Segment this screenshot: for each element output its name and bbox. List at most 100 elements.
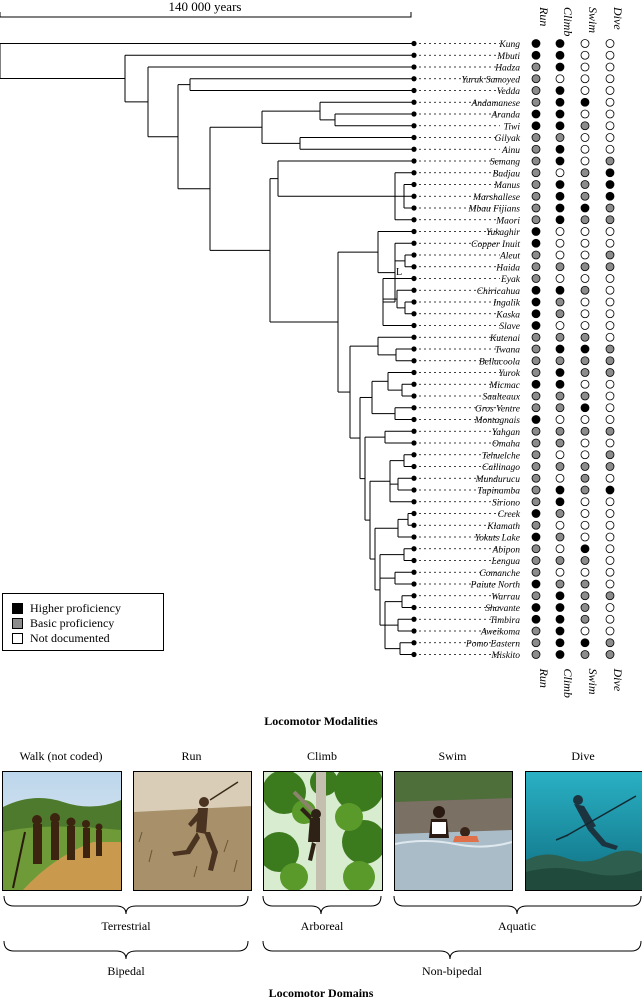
taxon-label-mbuti: Mbuti <box>496 52 520 62</box>
trait-dot-shavante-run <box>531 603 541 612</box>
trait-dot-shavante-climb <box>555 603 565 612</box>
tip-node <box>411 651 417 658</box>
taxon-label-semang: Semang <box>490 158 520 168</box>
trait-dot-semang-dive <box>605 156 615 166</box>
tip-node <box>411 181 417 188</box>
taxon-label-hadza: Hadza <box>494 64 520 74</box>
trait-dot-marshallese-swim <box>580 191 590 201</box>
trait-dot-mundurucu-swim <box>580 473 590 483</box>
trait-dot-mundurucu-dive <box>605 473 615 483</box>
trait-dot-tehuelche-run <box>531 450 541 460</box>
taxon-label-copper-inuit: Copper Inuit <box>471 240 520 250</box>
trait-dot-hadza-dive <box>605 62 615 72</box>
trait-dot-twana-dive <box>605 344 615 354</box>
tip-node <box>411 299 417 305</box>
trait-dot-manus-run <box>531 180 541 189</box>
trait-dot-tupinamba-dive <box>605 485 615 495</box>
trait-dot-bellacoola-swim <box>580 356 590 366</box>
taxon-label-siriono: Siriono <box>492 498 520 508</box>
trait-dot-kaska-swim <box>580 309 590 319</box>
taxon-label-gros-ventre: Gros Ventre <box>475 404 520 414</box>
trait-dot-tupinamba-climb <box>555 485 565 495</box>
trait-dot-kutenai-dive <box>605 332 615 342</box>
trait-dot-chiricahua-swim <box>580 285 590 295</box>
trait-dot-bellacoola-dive <box>605 356 615 366</box>
trait-dot-ainu-run <box>531 144 541 154</box>
trait-dot-copper-inuit-run <box>531 238 541 248</box>
trait-dot-creek-climb <box>555 509 565 518</box>
taxon-label-lengua: Lengua <box>491 557 521 567</box>
tip-node <box>411 487 417 493</box>
trait-dot-micmac-dive <box>605 379 615 389</box>
taxon-label-yahgan: Yahgan <box>492 428 520 438</box>
trait-dot-yurak-samoyed-climb <box>555 74 565 84</box>
trait-dot-gros-ventre-swim <box>580 403 590 413</box>
trait-dot-klamath-swim <box>580 520 590 530</box>
modalities-title: Locomotor Modalities <box>264 714 378 728</box>
trait-dot-saulteaux-swim <box>580 391 590 401</box>
trait-dot-twana-swim <box>580 344 590 354</box>
taxon-label-tehuelche: Tehuelche <box>482 451 520 461</box>
trait-dot-callinago-swim <box>580 462 590 471</box>
trait-dot-timbira-swim <box>580 614 590 624</box>
scale-bar-label: 140 000 years <box>169 0 242 14</box>
posture-label-non-bipedal: Non-bipedal <box>422 964 482 978</box>
trait-dot-tiwi-swim <box>580 121 590 131</box>
trait-dot-haida-run <box>531 262 541 272</box>
trait-dot-maori-dive <box>605 215 615 225</box>
legend: Higher proficiency Basic proficiency Not… <box>2 593 164 651</box>
trait-dot-warrau-run <box>531 591 541 601</box>
column-header-top-run: Run <box>537 6 551 26</box>
trait-dot-timbira-climb <box>555 614 565 624</box>
trait-dot-timbira-run <box>531 614 541 624</box>
tip-node <box>411 569 417 575</box>
tip-node <box>411 405 417 411</box>
trait-dot-bellacoola-climb <box>555 356 565 366</box>
trait-dot-mbau-fijians-run <box>531 203 541 213</box>
tip-node <box>411 111 417 117</box>
trait-dot-gilyak-climb <box>555 133 565 142</box>
trait-dot-warrau-swim <box>580 591 590 601</box>
brace-terrestrial <box>3 895 249 915</box>
trait-dot-creek-run <box>531 509 541 518</box>
trait-dot-siriono-run <box>531 497 541 507</box>
trait-dot-hadza-climb <box>555 62 565 72</box>
trait-dot-yurok-run <box>531 368 541 377</box>
trait-dot-tiwi-climb <box>555 121 565 131</box>
trait-dot-warrau-climb <box>555 591 565 601</box>
trait-dot-siriono-swim <box>580 497 590 507</box>
habitat-label-aquatic: Aquatic <box>498 919 536 933</box>
trait-dot-klamath-run <box>531 520 541 530</box>
trait-dot-eyak-dive <box>605 274 615 283</box>
trait-dot-montagnais-dive <box>605 415 615 424</box>
taxon-label-gilyak: Gilyak <box>495 134 521 144</box>
trait-dot-badjau-dive <box>605 168 615 178</box>
trait-dot-abipon-dive <box>605 544 615 554</box>
trait-dot-maori-swim <box>580 215 590 225</box>
trait-dot-callinago-climb <box>555 462 565 471</box>
trait-dot-miskito-swim <box>580 650 590 659</box>
trait-dot-mbau-fijians-dive <box>605 203 615 213</box>
trait-dot-siriono-dive <box>605 497 615 507</box>
trait-dot-timbira-dive <box>605 614 615 624</box>
taxon-label-klamath: Klamath <box>486 522 520 532</box>
tip-node <box>411 158 417 164</box>
trait-dot-vedda-run <box>531 86 541 95</box>
trait-dot-tupinamba-swim <box>580 485 590 495</box>
trait-dot-creek-swim <box>580 509 590 518</box>
tip-node <box>411 240 417 246</box>
trait-dot-haida-dive <box>605 262 615 272</box>
trait-dot-mundurucu-run <box>531 473 541 483</box>
trait-dot-comanche-run <box>531 567 541 577</box>
trait-dot-omaha-dive <box>605 438 615 448</box>
trait-dot-gros-ventre-climb <box>555 403 565 413</box>
trait-dot-vedda-swim <box>580 86 590 95</box>
tip-node <box>411 87 417 94</box>
trait-dot-chiricahua-run <box>531 285 541 295</box>
trait-dot-badjau-climb <box>555 168 565 178</box>
tip-node <box>411 428 417 434</box>
trait-dot-maori-run <box>531 215 541 225</box>
trait-dot-hadza-swim <box>580 62 590 72</box>
trait-dot-copper-inuit-climb <box>555 238 565 248</box>
trait-dot-pomo-eastern-climb <box>555 638 565 648</box>
